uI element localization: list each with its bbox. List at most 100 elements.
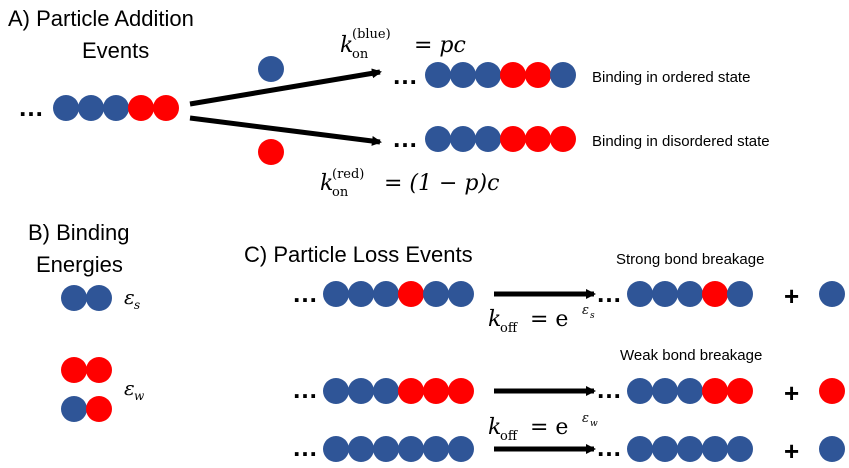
blue-particle [677,378,703,404]
section-b-title-line1: B) Binding [28,220,130,245]
red-particle [819,378,845,404]
blue-particle [348,378,374,404]
rate-red-sup: (red) [332,167,364,182]
blue-particle [78,95,104,121]
rate-off-strong-sub: off [500,321,519,336]
blue-particle [348,436,374,462]
rate-red-sub: on [332,185,349,200]
rate-off-weak-exp-sub: w [590,419,598,429]
blue-particle [398,436,424,462]
red-particle [128,95,154,121]
rate-off-strong-rhs: = e [530,307,568,332]
red-particle [258,139,284,165]
rate-blue-rhs: = pc [414,33,466,58]
rate-off-weak: k off = e ε w [488,411,598,444]
particle-chains [53,56,845,462]
red-particle [702,378,728,404]
rate-blue-sup: (blue) [352,27,391,42]
plus-c2: + [784,378,799,408]
blue-particle [323,378,349,404]
red-particle [423,378,449,404]
blue-particle [702,436,728,462]
blue-particle [677,436,703,462]
blue-particle [652,378,678,404]
section-a-title-line1: A) Particle Addition [8,6,194,31]
section-c-title: C) Particle Loss Events [244,242,473,267]
red-particle [398,281,424,307]
red-particle [86,396,112,422]
blue-particle [448,281,474,307]
energy-weak: ε w [124,376,145,403]
red-particle [448,378,474,404]
rate-red-rhs: = (1 − p)c [384,171,499,196]
blue-particle [61,396,87,422]
red-particle [702,281,728,307]
blue-particle [475,62,501,88]
energy-strong-symbol: ε [124,285,135,309]
energy-weak-sub: w [134,389,145,403]
blue-particle [323,436,349,462]
blue-particle [627,281,653,307]
red-particle [727,378,753,404]
rate-off-weak-exp: ε [582,411,589,426]
rate-blue-sub: on [352,47,369,62]
red-particle [525,126,551,152]
ellipsis-c2-after: … [596,374,622,404]
plus-c3: + [784,436,799,466]
ellipsis-c3-after: … [596,432,622,462]
rate-off-weak-k: k [488,415,501,440]
blue-particle [323,281,349,307]
rate-blue-k: k [340,33,353,58]
label-strong: Strong bond breakage [616,251,764,268]
ellipsis-c2-before: … [292,374,318,404]
ellipsis-c3-before: … [292,432,318,462]
rate-off-weak-rhs: = e [530,415,568,440]
label-disordered: Binding in disordered state [592,133,770,150]
blue-particle [348,281,374,307]
red-particle [550,126,576,152]
red-particle [61,357,87,383]
blue-particle [423,281,449,307]
energy-strong: ε s [124,285,140,312]
section-a-title-line2: Events [82,38,149,63]
blue-particle [819,281,845,307]
rate-red-k: k [320,171,333,196]
blue-particle [627,436,653,462]
blue-particle [373,378,399,404]
arrow-to-ordered [189,68,382,107]
rate-off-weak-sub: off [500,429,519,444]
arrow-to-disordered [189,115,382,146]
blue-particle [677,281,703,307]
label-ordered: Binding in ordered state [592,69,750,86]
blue-particle [450,126,476,152]
red-particle [398,378,424,404]
blue-particle [652,436,678,462]
ellipsis-a-initial: … [18,92,44,122]
red-particle [86,357,112,383]
ellipsis-a-ordered: … [392,60,418,90]
blue-particle [627,378,653,404]
energy-weak-symbol: ε [124,376,135,400]
blue-particle [475,126,501,152]
red-particle [153,95,179,121]
section-b-title-line2: Energies [36,252,123,277]
blue-particle [53,95,79,121]
blue-particle [86,285,112,311]
blue-particle [727,436,753,462]
red-particle [500,62,526,88]
blue-particle [423,436,449,462]
red-particle [525,62,551,88]
blue-particle [258,56,284,82]
rate-off-strong-k: k [488,307,501,332]
label-weak: Weak bond breakage [620,347,762,364]
blue-particle [727,281,753,307]
ellipsis-c1-before: … [292,278,318,308]
blue-particle [425,62,451,88]
ellipsis-a-disordered: … [392,123,418,153]
rate-blue: k on (blue) = pc [340,27,466,62]
rate-off-strong-exp: ε [582,303,589,318]
blue-particle [61,285,87,311]
blue-particle [103,95,129,121]
rate-red: k on (red) = (1 − p)c [320,167,499,200]
